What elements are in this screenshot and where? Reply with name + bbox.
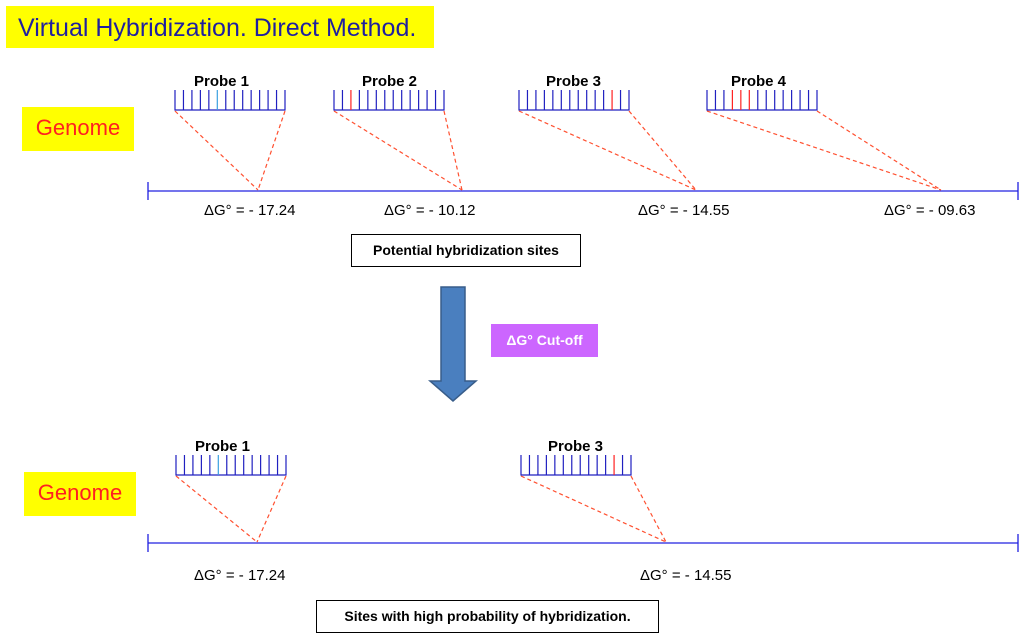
potential-sites-caption: Potential hybridization sites bbox=[351, 234, 581, 267]
genome-label-top-text: Genome bbox=[35, 115, 121, 140]
top-probe-3-dg: ΔG° = - 14.55 bbox=[638, 202, 730, 219]
bottom-probe-1-label: Probe 1 bbox=[195, 438, 251, 455]
genome-line-bottom bbox=[147, 534, 1019, 552]
genome-label-bottom: Genome bbox=[24, 472, 136, 516]
top-probe-4-dg: ΔG° = - 09.63 bbox=[884, 202, 976, 219]
title-banner: Virtual Hybridization. Direct Method. bbox=[6, 6, 434, 48]
probe-comb-bottom-1 bbox=[175, 455, 287, 476]
genome-line-top bbox=[147, 182, 1019, 200]
genome-label-top: Genome bbox=[22, 107, 134, 151]
top-probe-1-label: Probe 1 bbox=[194, 73, 250, 90]
cutoff-badge: ΔG° Cut-off bbox=[491, 324, 598, 357]
probe-comb-base bbox=[518, 90, 630, 111]
probe-comb-top-2 bbox=[333, 90, 445, 111]
bottom-probe-3-label: Probe 3 bbox=[548, 438, 604, 455]
top-probe-4-label: Probe 4 bbox=[731, 73, 787, 90]
bottom-probe-1-dg: ΔG° = - 17.24 bbox=[194, 567, 286, 584]
connectors-bottom bbox=[175, 475, 667, 543]
probe-comb-top-1 bbox=[174, 90, 286, 111]
page-title: Virtual Hybridization. Direct Method. bbox=[18, 14, 417, 42]
probe-comb-base bbox=[174, 90, 286, 111]
connectors-top bbox=[174, 110, 942, 191]
top-probe-3-label: Probe 3 bbox=[546, 73, 602, 90]
top-probe-1-dg: ΔG° = - 17.24 bbox=[204, 202, 296, 219]
genome-label-bottom-text: Genome bbox=[37, 480, 123, 505]
probe-comb-base bbox=[333, 90, 445, 111]
probe-comb-top-3 bbox=[518, 90, 630, 111]
high-probability-caption: Sites with high probability of hybridiza… bbox=[316, 600, 659, 633]
probe-comb-base bbox=[520, 455, 632, 476]
bottom-probe-3-dg: ΔG° = - 14.55 bbox=[640, 567, 732, 584]
top-probe-2-dg: ΔG° = - 10.12 bbox=[384, 202, 476, 219]
probe-comb-bottom-3 bbox=[520, 455, 632, 476]
top-probe-2-label: Probe 2 bbox=[362, 73, 418, 90]
probe-comb-top-4 bbox=[706, 90, 818, 111]
probe-comb-base bbox=[175, 455, 287, 476]
probe-comb-base bbox=[706, 90, 818, 111]
down-arrow-icon bbox=[427, 286, 479, 402]
